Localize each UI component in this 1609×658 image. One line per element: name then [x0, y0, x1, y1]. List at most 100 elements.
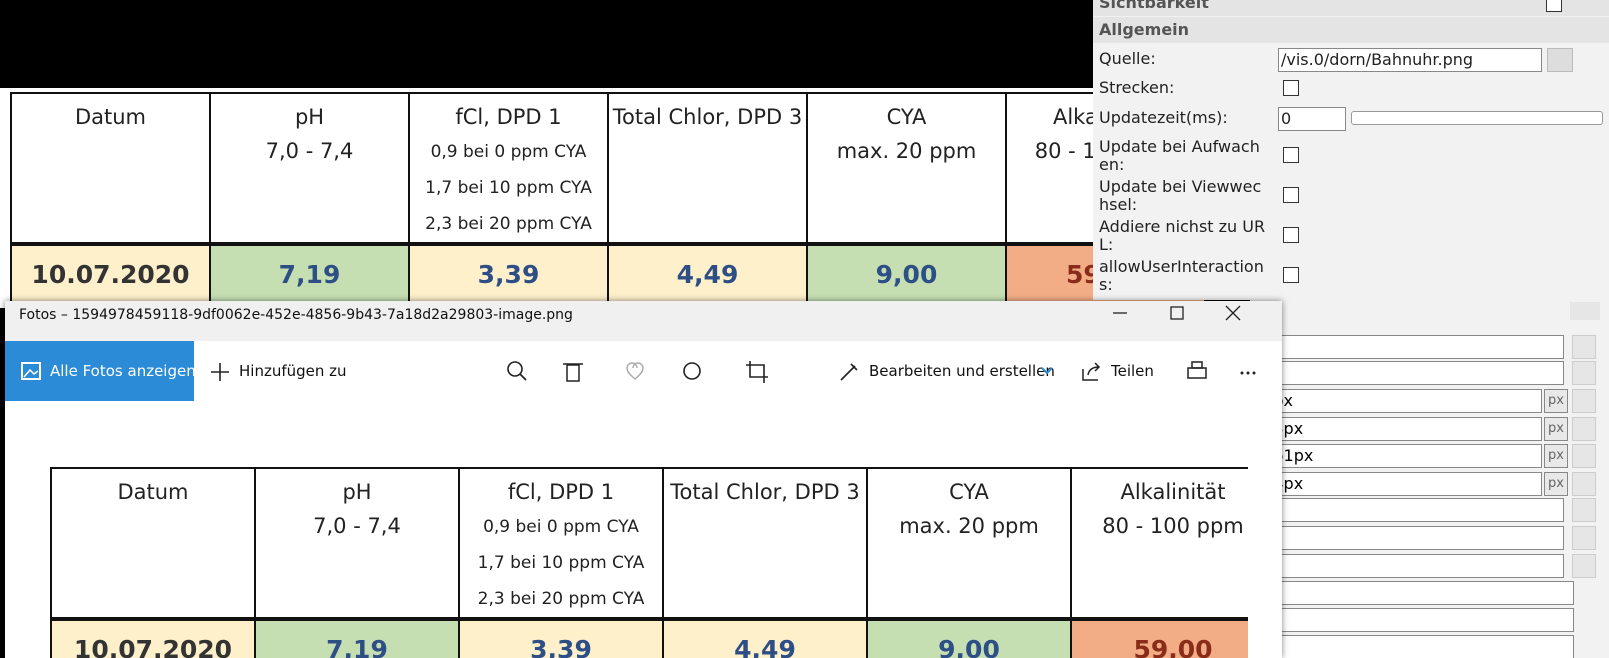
data-cell: 3,39 — [408, 242, 609, 305]
slider[interactable] — [1351, 111, 1603, 125]
dropdown[interactable] — [1250, 361, 1564, 385]
header-cell: CYA max. 20 ppm — [806, 92, 1007, 245]
header-line: Alkalinität — [1120, 480, 1226, 504]
text-input[interactable] — [1250, 581, 1574, 605]
text-input[interactable]: 43px — [1250, 389, 1542, 413]
window-title: Fotos – 1594978459118-9df0062e-452e-4856… — [19, 307, 573, 323]
title-bar — [5, 301, 1282, 341]
header-line: 80 - 100 ppm — [1102, 514, 1244, 538]
chevron — [1041, 367, 1053, 375]
header-cell: Datum — [10, 92, 211, 245]
dropdown[interactable] — [1250, 498, 1564, 522]
field-label: Quelle: — [1099, 49, 1156, 68]
header-row: Datum pH 7,0 - 7,4 fCl, DPD 1 0,9 bei 0 ppm … — [10, 92, 1206, 245]
toolbar-icons[interactable] — [505, 359, 785, 385]
text-input[interactable]: 184px — [1250, 471, 1542, 496]
header-line: Total Chlor, DPD 3 — [612, 105, 803, 129]
text-input[interactable]: 133px — [1250, 416, 1542, 441]
header-line: fCl, DPD 1 — [507, 480, 615, 504]
header-cell: pH 7,0 - 7,4 — [254, 467, 460, 620]
properties-panel: Sichtbarkeit Allgemein Quelle: /vis.0/dorn/… — [1093, 0, 1609, 300]
text-input[interactable]: /vis.0/dorn/Bahnuhr.png — [1278, 48, 1542, 72]
field-label: Update bei Aufwachen: — [1099, 137, 1260, 174]
table: Datum pH 7,0 - 7,4 fCl, DPD 1 0,9 bei 0 ppm … — [50, 467, 1248, 658]
plus-icon — [211, 363, 229, 381]
window-controls[interactable] — [1105, 301, 1282, 341]
star-button[interactable] — [1572, 471, 1596, 496]
share-label[interactable]: Teilen — [1111, 362, 1154, 380]
checkbox[interactable] — [1546, 0, 1562, 12]
more-icons[interactable] — [1185, 359, 1265, 385]
field-label: Update bei Viewwechsel: — [1099, 177, 1262, 214]
star-button[interactable] — [1572, 335, 1596, 359]
photos-icon — [21, 362, 41, 380]
photo-image: Datum pH 7,0 - 7,4 fCl, DPD 1 0,9 bei 0 ppm … — [45, 467, 1248, 658]
text-input[interactable] — [1250, 608, 1574, 632]
star-button[interactable] — [1572, 361, 1596, 385]
star-button[interactable] — [1572, 498, 1596, 522]
data-cell: 10.07.2020 — [10, 242, 211, 305]
all-photos-label[interactable]: Alle Fotos anzeigen — [50, 362, 196, 380]
header-line: 7,0 - 7,4 — [313, 514, 401, 538]
checkbox[interactable] — [1283, 267, 1299, 283]
dropdown[interactable] — [1250, 554, 1564, 578]
header-line: 2,3 bei 20 ppm CYA — [425, 214, 592, 234]
star-button[interactable] — [1572, 526, 1596, 550]
data-cell: 10.07.2020 — [50, 617, 256, 658]
header-cell: Alkalinität 80 - 100 ppm — [1070, 467, 1248, 620]
unit-button[interactable]: px — [1544, 416, 1568, 441]
dropdown[interactable] — [1250, 335, 1564, 359]
header-cell: CYA max. 20 ppm — [866, 467, 1072, 620]
data-cell: 7,19 — [254, 617, 460, 658]
all-photos-button[interactable] — [5, 341, 194, 401]
header-line: 0,9 bei 0 ppm CYA — [430, 142, 587, 162]
checkbox[interactable] — [1283, 147, 1299, 163]
header-line: max. 20 ppm — [836, 139, 977, 163]
position-panel: 43pxpx133pxpx1261pxpx184pxpx — [1250, 298, 1609, 658]
checkbox[interactable] — [1283, 80, 1299, 96]
text-input[interactable] — [1250, 635, 1574, 658]
data-cell: 59,00 — [1070, 617, 1248, 658]
add-to-label[interactable]: Hinzufügen zu — [239, 362, 347, 380]
header-line: 2,3 bei 20 ppm CYA — [477, 589, 645, 609]
header-line: fCl, DPD 1 — [455, 105, 562, 129]
browse-button[interactable] — [1547, 48, 1573, 72]
photos-window: Fotos – 1594978459118-9df0062e-452e-4856… — [5, 301, 1282, 658]
field-label: allowUserInteractions: — [1099, 257, 1264, 294]
checkbox[interactable] — [1283, 187, 1299, 203]
text-input[interactable]: 0 — [1278, 107, 1346, 131]
field-label: Addiere nichst zu URL: — [1099, 217, 1266, 254]
unit-button[interactable]: px — [1544, 444, 1568, 468]
edit-label[interactable]: Bearbeiten und erstellen — [869, 362, 1055, 380]
header-line: 7,0 - 7,4 — [265, 139, 354, 163]
header-line: CYA — [949, 480, 989, 504]
data-cell: 9,00 — [866, 617, 1072, 658]
header-cell: Total Chlor, DPD 3 — [607, 92, 808, 245]
dropdown[interactable] — [1250, 526, 1564, 550]
field-label: Updatezeit(ms): — [1099, 108, 1228, 127]
header-line: CYA — [886, 105, 927, 129]
unit-button[interactable]: px — [1544, 389, 1568, 413]
text-input[interactable]: 1261px — [1250, 444, 1542, 468]
section-header: Sichtbarkeit — [1093, 0, 1609, 16]
star-button[interactable] — [1572, 554, 1596, 578]
header-line: 1,7 bei 10 ppm CYA — [425, 178, 592, 198]
unit-button[interactable]: px — [1544, 471, 1568, 496]
header-line: pH — [294, 105, 325, 129]
checkbox[interactable] — [1283, 227, 1299, 243]
header-cell: Datum — [50, 467, 256, 620]
data-cell: 9,00 — [806, 242, 1007, 305]
header-cell: fCl, DPD 1 0,9 bei 0 ppm CYA 1,7 bei 10 pp… — [458, 467, 664, 620]
share-icon — [1082, 362, 1101, 381]
header-line: max. 20 ppm — [899, 514, 1039, 538]
header-line: Total Chlor, DPD 3 — [670, 480, 860, 504]
header-line: Datum — [74, 105, 147, 129]
scroll-up[interactable] — [1570, 302, 1600, 320]
star-button[interactable] — [1572, 389, 1596, 413]
edit-icon — [840, 363, 858, 381]
star-button[interactable] — [1572, 444, 1596, 468]
star-button[interactable] — [1572, 416, 1596, 441]
